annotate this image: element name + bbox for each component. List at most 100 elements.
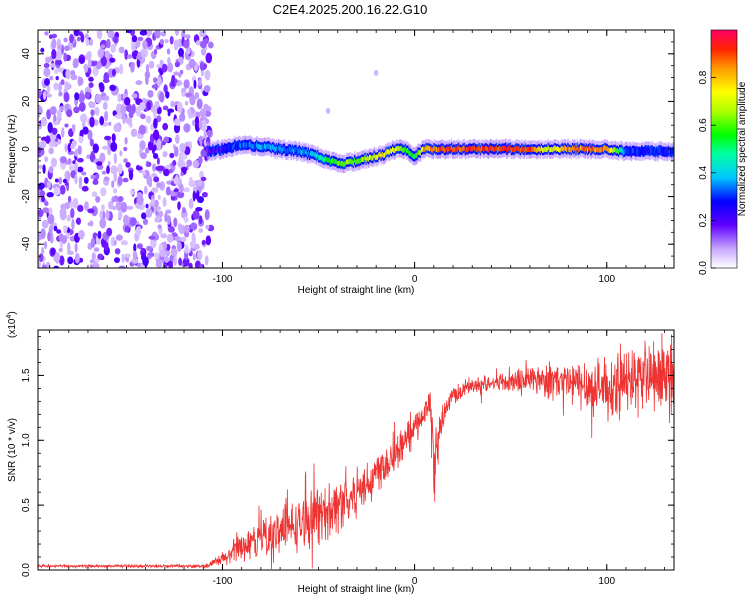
noise-blob — [93, 247, 100, 252]
colorbar-gradient — [710, 29, 738, 269]
noise-blob — [183, 79, 190, 89]
noise-blob — [150, 198, 155, 206]
trace-core — [531, 146, 534, 152]
noise-blob — [94, 173, 100, 180]
trace-core — [375, 154, 378, 160]
colorbar-tick-label: 0.6 — [698, 118, 709, 132]
trace-core — [499, 146, 501, 152]
noise-blob — [189, 94, 196, 106]
trace-core — [585, 145, 588, 151]
noise-blob — [173, 188, 179, 193]
noise-blob — [70, 208, 75, 219]
trace-core — [613, 147, 615, 153]
noise-blob — [107, 138, 112, 149]
trace-core — [351, 159, 354, 165]
noise-blob — [104, 50, 111, 59]
noise-blob — [117, 210, 123, 219]
snr-ylabel: SNR (10 * v/v) — [7, 418, 18, 482]
noise-blob — [70, 74, 78, 81]
trace-core — [367, 156, 370, 162]
trace-core — [236, 143, 238, 149]
noise-blob — [65, 68, 71, 80]
noise-blob — [114, 114, 122, 119]
noise-blob — [178, 224, 186, 235]
trace-core — [300, 150, 303, 156]
noise-blob — [78, 92, 85, 103]
noise-blob — [118, 265, 126, 268]
trace-core — [545, 146, 547, 152]
noise-blob — [78, 56, 85, 64]
noise-blob — [207, 41, 214, 49]
trace-core — [637, 149, 640, 155]
noise-blob — [84, 91, 91, 100]
trace-core — [553, 145, 555, 151]
trace-core — [279, 146, 281, 152]
trace-core — [262, 144, 265, 150]
trace-core — [425, 145, 427, 151]
noise-blob — [44, 241, 47, 250]
noise-blob — [53, 225, 58, 232]
noise-blob — [89, 259, 95, 264]
noise-blob — [88, 82, 94, 88]
noise-blob — [184, 231, 190, 238]
noise-blob — [48, 147, 54, 155]
noise-blob — [64, 103, 70, 110]
noise-blob — [97, 253, 104, 260]
trace-core — [234, 142, 236, 148]
trace-core — [581, 145, 583, 151]
noise-blob — [175, 134, 180, 144]
noise-blob — [117, 163, 123, 175]
trace-core — [584, 147, 587, 153]
noise-blob — [87, 129, 93, 141]
x-tick-label: -100 — [212, 576, 232, 587]
noise-blob — [156, 76, 162, 87]
noise-blob — [99, 152, 106, 163]
noise-blob — [67, 195, 72, 203]
noise-blob — [162, 241, 168, 250]
noise-blob — [199, 263, 205, 268]
trace-core — [603, 146, 605, 152]
trace-core — [299, 149, 302, 155]
trace-core — [389, 148, 392, 154]
noise-blob — [48, 34, 54, 39]
trace-core — [621, 148, 623, 153]
trace-core — [231, 145, 234, 151]
trace-core — [607, 147, 610, 153]
noise-blob — [50, 247, 56, 256]
noise-blob — [142, 40, 148, 50]
trace-core — [464, 147, 467, 153]
noise-blob — [49, 106, 57, 116]
trace-core — [434, 146, 437, 152]
trace-core — [442, 146, 445, 152]
trace-core — [478, 145, 481, 151]
noise-blob — [174, 118, 181, 126]
trace-core — [622, 149, 625, 155]
snr-ticks: -100 0 100 0.0 0.5 1.0 1.5 — [21, 330, 674, 587]
trace-core — [309, 152, 311, 158]
noise-blob — [123, 158, 128, 164]
trace-core — [651, 147, 653, 153]
trace-core — [280, 146, 282, 152]
noise-blob — [164, 255, 170, 264]
noise-blob — [145, 147, 150, 154]
trace-core — [377, 154, 379, 160]
noise-blob — [188, 198, 194, 209]
trace-core — [217, 146, 220, 152]
trace-core — [374, 154, 377, 160]
trace-core — [496, 147, 499, 153]
noise-blob — [51, 33, 58, 39]
noise-blob — [125, 161, 131, 168]
noise-blob — [178, 156, 183, 168]
trace-core — [506, 147, 508, 153]
noise-blob — [204, 255, 209, 266]
trace-core — [556, 146, 559, 152]
snr-frame — [37, 329, 675, 571]
trace-core — [541, 147, 544, 153]
trace-core — [298, 147, 301, 153]
trace-core — [589, 145, 591, 151]
trace-core — [435, 146, 438, 152]
noise-blob — [167, 215, 171, 225]
noise-blob — [91, 174, 96, 180]
trace-core — [373, 153, 376, 159]
noise-blob — [177, 191, 185, 199]
